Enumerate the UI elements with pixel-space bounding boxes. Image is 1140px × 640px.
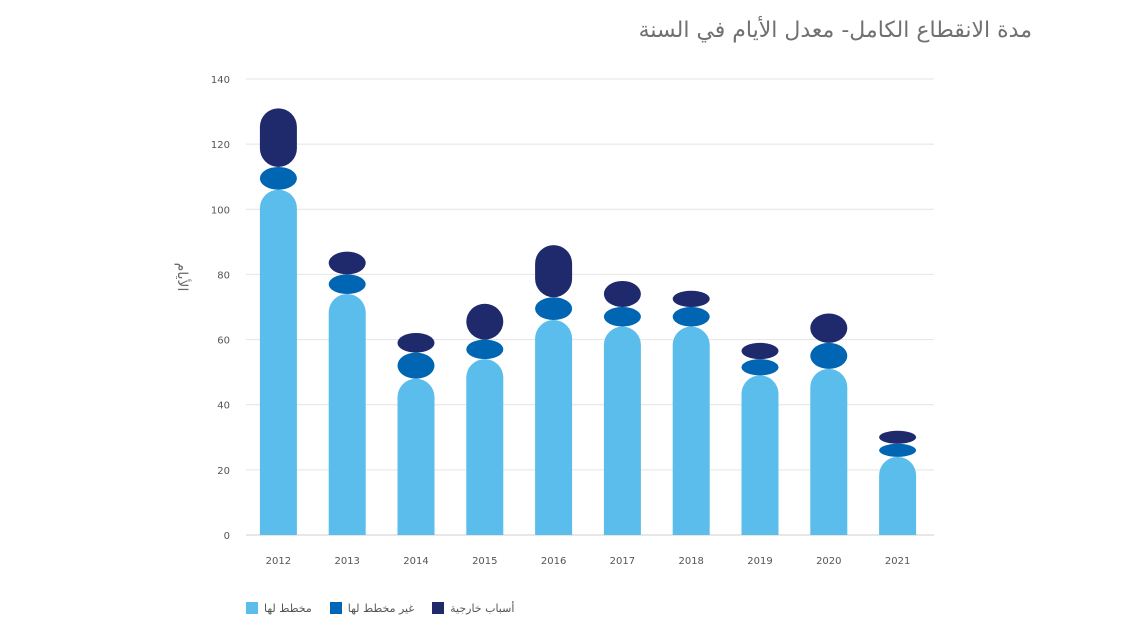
y-tick-label: 40: [217, 401, 230, 412]
x-tick-label-2016: 2016: [541, 556, 566, 567]
legend-item-planned: مخطط لها: [246, 602, 312, 615]
bar-2013-series-0: [328, 293, 366, 535]
bar-2019-series-2: [741, 342, 779, 360]
bar-2017-series-2: [603, 280, 641, 308]
y-tick-label: 100: [211, 205, 230, 216]
x-tick-label-2019: 2019: [747, 556, 772, 567]
bar-2018-series-2: [672, 290, 710, 307]
chart-title: مدة الانقطاع الكامل- معدل الأيام في السن…: [638, 18, 1032, 43]
bars: [259, 108, 917, 536]
legend-swatch-external: [432, 602, 445, 614]
x-tick-label-2018: 2018: [678, 556, 703, 567]
bar-2015-series-0: [466, 359, 504, 535]
bar-2012-series-2: [259, 108, 297, 167]
bar-2020-series-2: [810, 313, 848, 343]
x-tick-label-2015: 2015: [472, 556, 497, 567]
legend-swatch-planned: [246, 602, 258, 614]
y-tick-label: 60: [217, 336, 230, 347]
bar-2012-series-1: [259, 166, 297, 190]
bar-2014-series-2: [397, 333, 435, 353]
bar-2018-series-1: [672, 307, 710, 327]
y-tick-label: 0: [224, 531, 230, 542]
bar-2021-series-0: [879, 456, 917, 535]
y-axis-ticks: 0 20 40 60 80 100 120 140: [211, 75, 230, 542]
y-tick-label: 140: [211, 75, 230, 86]
y-tick-label: 20: [217, 466, 230, 477]
x-tick-label-2012: 2012: [266, 556, 291, 567]
bar-2021-series-2: [879, 430, 917, 444]
bar-2013-series-1: [328, 274, 366, 294]
y-tick-label: 120: [211, 140, 230, 151]
bar-2016-series-0: [535, 320, 573, 535]
legend: مخطط لها غير مخطط لها أسباب خارجية: [246, 600, 532, 616]
bar-2020-series-0: [810, 368, 848, 535]
bar-2012-series-0: [259, 189, 297, 536]
y-tick-label: 80: [217, 270, 230, 281]
legend-label-planned: مخطط لها: [264, 601, 312, 615]
x-tick-label-2017: 2017: [610, 556, 635, 567]
bar-2014-series-1: [397, 352, 435, 379]
bar-2015-series-1: [466, 339, 504, 360]
bar-2017-series-0: [603, 326, 641, 535]
legend-label-unplanned: غير مخطط لها: [347, 601, 415, 615]
bar-2014-series-0: [397, 378, 435, 535]
bar-2021-series-1: [879, 443, 917, 457]
x-tick-label-2014: 2014: [403, 556, 428, 567]
x-tick-label-2020: 2020: [816, 556, 841, 567]
legend-swatch-unplanned: [329, 602, 342, 614]
x-tick-label-2013: 2013: [334, 556, 359, 567]
bar-2018-series-0: [672, 326, 710, 535]
bar-2019-series-0: [741, 375, 779, 535]
x-tick-label-2021: 2021: [885, 556, 910, 567]
bar-2016-series-2: [535, 245, 573, 298]
bar-2017-series-1: [603, 307, 641, 327]
legend-item-unplanned: غير مخطط لها: [329, 601, 415, 615]
x-axis-ticks: 2012 2013 2014 2015 2016 2017 2018 2019 2020 2021: [266, 556, 911, 567]
y-axis-label: الأيام: [174, 263, 192, 292]
bar-2015-series-2: [466, 303, 504, 340]
bar-2020-series-1: [810, 342, 848, 369]
legend-item-external: أسباب خارجية: [432, 602, 514, 615]
bar-2016-series-1: [535, 297, 573, 321]
bar-2019-series-1: [741, 359, 779, 376]
legend-label-external: أسباب خارجية: [450, 601, 515, 615]
bar-2013-series-2: [328, 251, 366, 275]
